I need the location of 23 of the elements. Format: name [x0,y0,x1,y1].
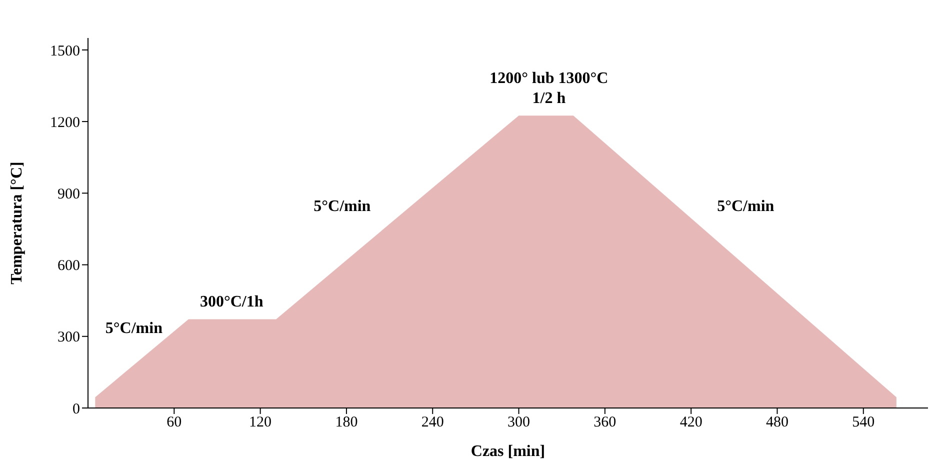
x-tick-label: 540 [852,414,875,431]
annotation: 5°C/min [314,198,371,216]
x-tick-label: 180 [335,414,358,431]
x-tick-label: 60 [166,414,182,431]
annotation: 1/2 h [532,90,566,108]
annotation: 5°C/min [717,198,774,216]
x-tick-label: 480 [766,414,788,431]
x-axis-title: Czas [min] [470,443,546,460]
x-tick-label: 300 [508,414,530,431]
y-tick-label: 300 [58,330,80,346]
y-tick-label: 1200 [50,114,80,131]
annotation: 1200° lub 1300°C [490,70,608,87]
y-tick-label: 1500 [50,43,80,60]
y-axis-title: Temperatura [°C] [8,162,26,284]
annotation: 300°C/1h [200,294,264,311]
y-tick-label: 900 [58,186,80,202]
annotation: 5°C/min [105,320,163,337]
y-tick-label: 600 [58,258,80,274]
y-tick-label: 0 [72,401,80,418]
x-tick-label: 360 [594,414,616,431]
x-tick-label: 120 [249,414,272,431]
x-tick-label: 420 [680,414,702,431]
x-tick-label: 240 [421,414,444,431]
